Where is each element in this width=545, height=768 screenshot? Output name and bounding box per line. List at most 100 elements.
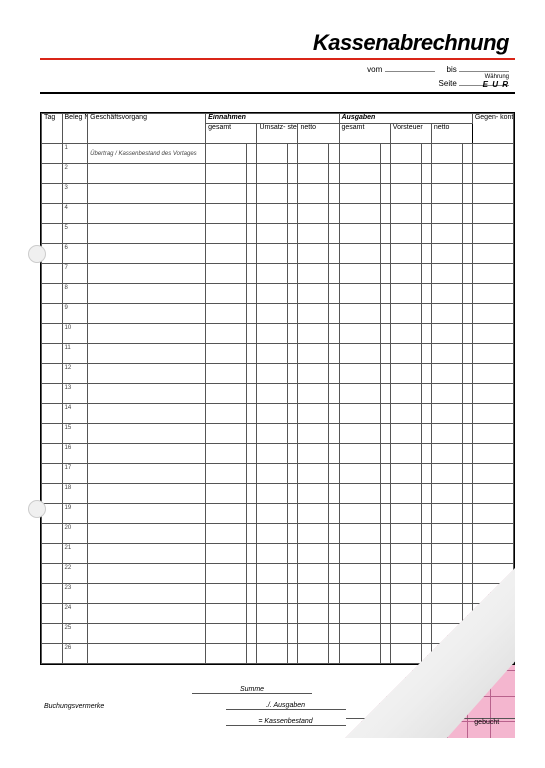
cell-ein-umsatz[interactable] bbox=[257, 384, 288, 404]
cell-ein-netto-dec[interactable] bbox=[329, 264, 339, 284]
cell-aus-gesamt[interactable] bbox=[339, 504, 380, 524]
cell-ein-umsatz[interactable] bbox=[257, 504, 288, 524]
cell-ein-gesamt-dec[interactable] bbox=[247, 464, 257, 484]
cell-aus-vorsteuer-dec[interactable] bbox=[421, 224, 431, 244]
cell-ein-umsatz[interactable] bbox=[257, 144, 288, 164]
cell-beleg-nr[interactable]: 16 bbox=[62, 444, 88, 464]
table-row[interactable]: 2 bbox=[42, 164, 514, 184]
cell-aus-vorsteuer[interactable] bbox=[390, 444, 421, 464]
cell-aus-netto[interactable] bbox=[431, 504, 462, 524]
cell-ein-umsatz-dec[interactable] bbox=[288, 284, 298, 304]
cell-ein-netto-dec[interactable] bbox=[329, 604, 339, 624]
cell-aus-vorsteuer[interactable] bbox=[390, 224, 421, 244]
cell-aus-gesamt[interactable] bbox=[339, 584, 380, 604]
cell-aus-netto-dec[interactable] bbox=[462, 384, 472, 404]
cell-ein-gesamt[interactable] bbox=[206, 564, 247, 584]
cell-aus-gesamt[interactable] bbox=[339, 524, 380, 544]
cell-ein-netto[interactable] bbox=[298, 644, 329, 664]
cell-aus-vorsteuer-dec[interactable] bbox=[421, 304, 431, 324]
cell-ein-netto-dec[interactable] bbox=[329, 344, 339, 364]
cell-aus-netto-dec[interactable] bbox=[462, 264, 472, 284]
cell-aus-netto-dec[interactable] bbox=[462, 224, 472, 244]
cell-gegenkonto[interactable] bbox=[472, 444, 513, 464]
cell-vorgang[interactable] bbox=[88, 424, 206, 444]
cell-vorgang[interactable] bbox=[88, 224, 206, 244]
table-row[interactable]: 15 bbox=[42, 424, 514, 444]
cell-ein-gesamt-dec[interactable] bbox=[247, 524, 257, 544]
cell-beleg-nr[interactable]: 21 bbox=[62, 544, 88, 564]
cell-aus-vorsteuer-dec[interactable] bbox=[421, 544, 431, 564]
cell-ein-gesamt[interactable] bbox=[206, 444, 247, 464]
cell-ein-umsatz-dec[interactable] bbox=[288, 484, 298, 504]
cell-ein-netto[interactable] bbox=[298, 204, 329, 224]
cell-ein-umsatz-dec[interactable] bbox=[288, 464, 298, 484]
cell-ein-gesamt[interactable] bbox=[206, 224, 247, 244]
cell-beleg-nr[interactable]: 2 bbox=[62, 164, 88, 184]
cell-ein-netto-dec[interactable] bbox=[329, 384, 339, 404]
cell-gegenkonto[interactable] bbox=[472, 464, 513, 484]
cell-gegenkonto[interactable] bbox=[472, 384, 513, 404]
cell-aus-vorsteuer-dec[interactable] bbox=[421, 244, 431, 264]
cell-aus-netto-dec[interactable] bbox=[462, 484, 472, 504]
table-row[interactable]: 12 bbox=[42, 364, 514, 384]
cell-ein-netto[interactable] bbox=[298, 564, 329, 584]
cell-vorgang[interactable] bbox=[88, 364, 206, 384]
cell-vorgang[interactable] bbox=[88, 484, 206, 504]
cell-beleg-nr[interactable]: 6 bbox=[62, 244, 88, 264]
cell-ein-gesamt[interactable] bbox=[206, 404, 247, 424]
cell-ein-netto-dec[interactable] bbox=[329, 564, 339, 584]
cell-tag[interactable] bbox=[42, 344, 63, 364]
cell-aus-vorsteuer[interactable] bbox=[390, 204, 421, 224]
cell-aus-netto[interactable] bbox=[431, 144, 462, 164]
cell-aus-vorsteuer-dec[interactable] bbox=[421, 564, 431, 584]
cell-ein-umsatz-dec[interactable] bbox=[288, 544, 298, 564]
cell-ein-netto[interactable] bbox=[298, 384, 329, 404]
cell-aus-netto[interactable] bbox=[431, 584, 462, 604]
cell-gegenkonto[interactable] bbox=[472, 404, 513, 424]
cell-aus-gesamt-dec[interactable] bbox=[380, 604, 390, 624]
cell-ein-gesamt[interactable] bbox=[206, 184, 247, 204]
cell-ein-netto[interactable] bbox=[298, 304, 329, 324]
cell-aus-gesamt-dec[interactable] bbox=[380, 264, 390, 284]
cell-ein-umsatz[interactable] bbox=[257, 284, 288, 304]
cell-ein-umsatz[interactable] bbox=[257, 464, 288, 484]
table-row[interactable]: 19 bbox=[42, 504, 514, 524]
cell-ein-umsatz-dec[interactable] bbox=[288, 364, 298, 384]
cell-aus-vorsteuer-dec[interactable] bbox=[421, 144, 431, 164]
cell-ein-gesamt[interactable] bbox=[206, 484, 247, 504]
cell-aus-netto[interactable] bbox=[431, 304, 462, 324]
cell-aus-netto[interactable] bbox=[431, 344, 462, 364]
cell-ein-netto-dec[interactable] bbox=[329, 624, 339, 644]
cell-ein-gesamt[interactable] bbox=[206, 464, 247, 484]
cell-aus-netto[interactable] bbox=[431, 544, 462, 564]
cell-aus-gesamt[interactable] bbox=[339, 424, 380, 444]
cell-ein-netto-dec[interactable] bbox=[329, 484, 339, 504]
cell-aus-netto-dec[interactable] bbox=[462, 204, 472, 224]
cell-ein-netto[interactable] bbox=[298, 524, 329, 544]
cell-ein-gesamt[interactable] bbox=[206, 524, 247, 544]
cell-aus-gesamt[interactable] bbox=[339, 464, 380, 484]
cell-vorgang[interactable] bbox=[88, 404, 206, 424]
cell-ein-umsatz-dec[interactable] bbox=[288, 444, 298, 464]
cell-gegenkonto[interactable] bbox=[472, 524, 513, 544]
cell-aus-gesamt[interactable] bbox=[339, 144, 380, 164]
cell-aus-netto-dec[interactable] bbox=[462, 404, 472, 424]
cell-aus-netto[interactable] bbox=[431, 604, 462, 624]
cell-aus-vorsteuer[interactable] bbox=[390, 304, 421, 324]
table-row[interactable]: 7 bbox=[42, 264, 514, 284]
cell-vorgang[interactable] bbox=[88, 264, 206, 284]
cell-ein-gesamt[interactable] bbox=[206, 424, 247, 444]
cell-aus-gesamt-dec[interactable] bbox=[380, 624, 390, 644]
cell-ein-gesamt-dec[interactable] bbox=[247, 444, 257, 464]
cell-aus-vorsteuer-dec[interactable] bbox=[421, 364, 431, 384]
cell-aus-gesamt[interactable] bbox=[339, 384, 380, 404]
cell-ein-gesamt-dec[interactable] bbox=[247, 284, 257, 304]
table-row[interactable]: 1Übertrag / Kassenbestand des Vortages bbox=[42, 144, 514, 164]
cell-ein-netto-dec[interactable] bbox=[329, 444, 339, 464]
cell-vorgang[interactable] bbox=[88, 324, 206, 344]
cell-aus-vorsteuer[interactable] bbox=[390, 464, 421, 484]
cell-beleg-nr[interactable]: 17 bbox=[62, 464, 88, 484]
cell-aus-netto-dec[interactable] bbox=[462, 464, 472, 484]
cell-tag[interactable] bbox=[42, 384, 63, 404]
cell-ein-netto[interactable] bbox=[298, 484, 329, 504]
